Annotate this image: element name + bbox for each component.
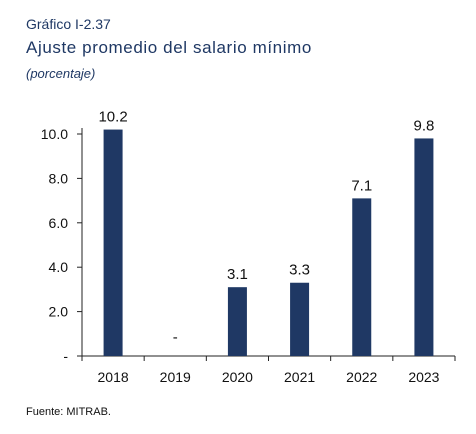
bar-2018 [103, 129, 123, 356]
y-tick-label: 2.0 [49, 304, 69, 320]
x-tick-label-2022: 2022 [346, 369, 377, 385]
data-label-2020: 3.1 [227, 266, 248, 283]
y-tick-label: 4.0 [49, 259, 69, 275]
x-tick-label-2023: 2023 [408, 369, 439, 385]
x-tick-label-2021: 2021 [284, 369, 315, 385]
bar-2021 [290, 282, 310, 356]
y-tick-label: 6.0 [49, 215, 69, 231]
data-label-2018: 10.2 [98, 109, 127, 126]
chart-unit: (porcentaje) [26, 66, 96, 81]
x-tick-label-2019: 2019 [160, 369, 191, 385]
y-tick-label: 8.0 [49, 170, 69, 186]
data-label-2021: 3.3 [289, 262, 310, 279]
y-tick-label: 10.0 [41, 126, 68, 142]
y-tick-label: - [63, 348, 68, 364]
data-label-2019: - [173, 329, 178, 346]
bar-2022 [352, 198, 372, 356]
bar-2020 [227, 287, 247, 356]
bar-2023 [414, 138, 434, 356]
x-tick-label-2020: 2020 [222, 369, 253, 385]
source-note: Fuente: MITRAB. [26, 406, 111, 418]
x-tick-label-2018: 2018 [98, 369, 129, 385]
chart-subtitle: Gráfico I-2.37 [26, 16, 111, 32]
data-label-2022: 7.1 [351, 177, 372, 194]
chart-title: Ajuste promedio del salario mínimo [26, 38, 312, 57]
data-label-2023: 9.8 [413, 117, 434, 134]
